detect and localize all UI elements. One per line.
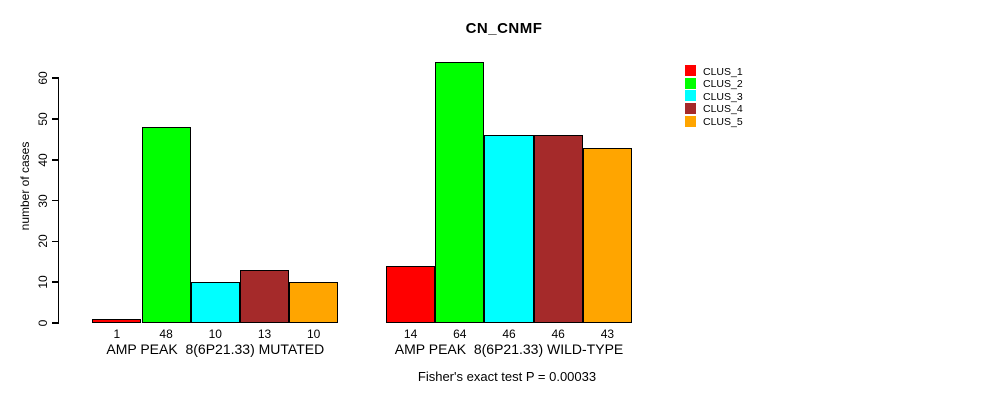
y-axis-tick-mark bbox=[52, 322, 59, 324]
legend-swatch-clus-1 bbox=[685, 65, 696, 76]
bar-value-label: 1 bbox=[113, 327, 121, 341]
bar-clus-2-group-2 bbox=[435, 61, 485, 323]
y-axis-tick-mark bbox=[52, 281, 59, 283]
y-axis-tick-label: 60 bbox=[36, 71, 50, 85]
legend-label: CLUS_5 bbox=[703, 116, 743, 129]
category-label-group-1: AMP PEAK 8(6P21.33) MUTATED bbox=[106, 341, 325, 357]
bar-clus-3-group-1 bbox=[190, 282, 240, 323]
y-axis-tick-mark bbox=[52, 118, 59, 120]
category-label-group-2: AMP PEAK 8(6P21.33) WILD-TYPE bbox=[394, 341, 624, 357]
bar-value-label: 14 bbox=[403, 327, 418, 341]
chart-title: CN_CNMF bbox=[465, 20, 543, 37]
y-axis-tick-label: 50 bbox=[36, 112, 50, 126]
bar-value-label: 46 bbox=[502, 327, 516, 341]
y-axis-tick-mark bbox=[52, 240, 59, 243]
bar-value-label: 43 bbox=[600, 327, 615, 341]
fisher-test-annotation: Fisher's exact test P = 0.00033 bbox=[417, 369, 597, 384]
legend-label: CLUS_4 bbox=[703, 103, 743, 116]
bar-value-label: 46 bbox=[551, 327, 565, 341]
legend-label: CLUS_2 bbox=[703, 78, 743, 91]
legend-label: CLUS_3 bbox=[703, 90, 743, 103]
y-axis-tick-label: 20 bbox=[36, 234, 50, 249]
legend-label: CLUS_1 bbox=[703, 65, 743, 78]
legend-swatch-clus-2 bbox=[685, 77, 696, 89]
bar-value-label: 10 bbox=[208, 327, 222, 341]
y-axis-tick-mark bbox=[52, 199, 59, 202]
bar-value-label: 10 bbox=[307, 327, 321, 341]
bar-clus-2-group-1 bbox=[141, 127, 191, 323]
bar-clus-5-group-2 bbox=[582, 147, 632, 323]
bar-clus-1-group-1 bbox=[92, 318, 142, 323]
y-axis-tick-label: 0 bbox=[36, 319, 50, 327]
y-axis-label: number of cases bbox=[18, 141, 32, 231]
y-axis-tick-mark bbox=[52, 77, 59, 79]
bar-clus-3-group-2 bbox=[484, 135, 534, 323]
legend-swatch-clus-4 bbox=[685, 102, 696, 114]
legend-swatch-clus-3 bbox=[685, 90, 696, 102]
legend-swatch-clus-5 bbox=[685, 115, 696, 127]
y-axis-tick-label: 10 bbox=[36, 275, 50, 289]
bar-clus-4-group-2 bbox=[533, 135, 583, 323]
y-axis-tick-mark bbox=[52, 159, 59, 161]
bar-value-label: 48 bbox=[159, 327, 173, 341]
y-axis-tick-label: 40 bbox=[36, 153, 50, 167]
bar-value-label: 13 bbox=[257, 327, 272, 341]
bar-clus-4-group-1 bbox=[239, 269, 290, 323]
bar-clus-5-group-1 bbox=[289, 282, 339, 323]
y-axis-tick-label: 30 bbox=[36, 193, 50, 208]
bar-value-label: 64 bbox=[453, 327, 467, 341]
bar-clus-1-group-2 bbox=[386, 265, 436, 323]
